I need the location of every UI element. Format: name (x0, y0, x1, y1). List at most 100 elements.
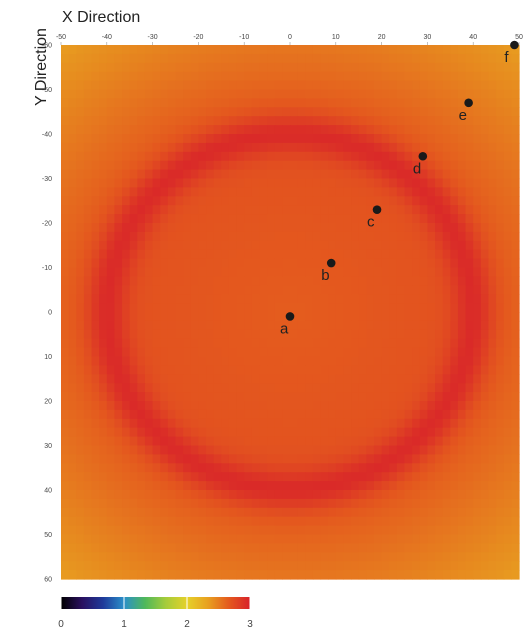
heatmap-cell (282, 107, 291, 117)
heatmap-cell (450, 53, 459, 64)
heatmap-cell (91, 178, 100, 188)
heatmap-cell (480, 107, 490, 117)
heatmap-cell (99, 561, 108, 571)
heatmap-cell (68, 427, 77, 438)
heatmap-cell (381, 525, 390, 536)
heatmap-cell (129, 427, 138, 438)
heatmap-cell (83, 365, 93, 375)
heatmap-cell (91, 258, 100, 269)
heatmap-cell (503, 258, 512, 269)
heatmap-cell (221, 356, 230, 366)
heatmap-cell (450, 62, 459, 73)
heatmap-cell (137, 45, 146, 55)
heatmap-cell (320, 445, 329, 455)
heatmap-cell (122, 356, 131, 366)
heatmap-cell (76, 401, 85, 411)
heatmap-cell (76, 240, 85, 251)
heatmap-cell (259, 187, 268, 197)
heatmap-cell (404, 98, 413, 108)
heatmap-cell (114, 356, 123, 366)
heatmap-cell (381, 62, 390, 73)
heatmap-cell (335, 214, 345, 224)
heatmap-cell (312, 427, 322, 438)
heatmap-cell (183, 71, 192, 82)
heatmap-cell (442, 312, 451, 322)
heatmap-cell (160, 258, 169, 269)
heatmap-cell (419, 561, 428, 571)
heatmap-cell (465, 338, 474, 349)
heatmap-cell (480, 258, 490, 269)
heatmap-cell (267, 347, 276, 358)
heatmap-cell (305, 374, 314, 384)
y-tick-label: 50 (44, 532, 52, 539)
heatmap-cell (396, 240, 406, 251)
heatmap-cell (442, 116, 451, 126)
heatmap-cell (335, 383, 345, 393)
heatmap-cell (236, 267, 245, 277)
heatmap-cell (381, 454, 390, 464)
heatmap-cell (76, 338, 85, 349)
colorbar-tick-label: 0 (58, 619, 64, 630)
y-tick-label: 10 (44, 354, 52, 361)
heatmap-cell (435, 498, 444, 509)
heatmap-cell (427, 214, 436, 224)
heatmap-cell (312, 223, 322, 233)
heatmap-cell (404, 365, 413, 375)
heatmap-cell (144, 347, 154, 358)
heatmap-cell (267, 62, 276, 73)
heatmap-cell (412, 178, 421, 188)
heatmap-cell (488, 249, 497, 260)
heatmap-cell (373, 552, 383, 562)
heatmap-cell (389, 498, 398, 509)
heatmap-cell (503, 98, 512, 108)
heatmap-cell (259, 418, 268, 429)
heatmap-cell (122, 481, 131, 491)
heatmap-cell (465, 312, 474, 322)
heatmap-cell (175, 285, 184, 295)
heatmap-cell (480, 507, 490, 518)
heatmap-cell (450, 107, 459, 117)
heatmap-cell (137, 160, 146, 171)
heatmap-cell (122, 312, 131, 322)
heatmap-cell (335, 80, 345, 91)
heatmap-cell (160, 365, 169, 375)
heatmap-cell (450, 561, 459, 571)
heatmap-cell (167, 196, 177, 206)
heatmap-cell (251, 401, 261, 411)
heatmap-cell (396, 205, 406, 215)
heatmap-cell (144, 312, 154, 322)
heatmap-cell (183, 285, 192, 295)
heatmap-cell (320, 516, 329, 527)
heatmap-cell (404, 116, 413, 126)
heatmap-cell (465, 116, 474, 126)
heatmap-cell (290, 249, 299, 260)
heatmap-cell (312, 134, 322, 144)
heatmap-cell (83, 543, 93, 553)
heatmap-cell (488, 543, 497, 553)
heatmap-cell (457, 231, 467, 242)
heatmap-cell (221, 409, 230, 420)
heatmap-cell (328, 89, 337, 99)
heatmap-cell (244, 45, 253, 55)
heatmap-cell (450, 525, 459, 536)
heatmap-cell (465, 223, 474, 233)
heatmap-cell (373, 231, 383, 242)
heatmap-cell (496, 178, 505, 188)
heatmap-cell (152, 561, 161, 571)
heatmap-cell (366, 356, 375, 366)
heatmap-cell (465, 418, 474, 429)
heatmap-cell (297, 151, 306, 162)
heatmap-cell (175, 160, 184, 171)
heatmap-cell (366, 534, 375, 544)
heatmap-cell (404, 418, 413, 429)
heatmap-cell (503, 125, 512, 135)
heatmap-cell (419, 320, 428, 331)
heatmap-cell (99, 347, 108, 358)
heatmap-cell (175, 258, 184, 269)
heatmap-cell (381, 445, 390, 455)
heatmap-cell (129, 249, 138, 260)
heatmap-cell (412, 418, 421, 429)
heatmap-cell (206, 543, 215, 553)
heatmap-cell (503, 374, 512, 384)
heatmap-cell (183, 196, 192, 206)
